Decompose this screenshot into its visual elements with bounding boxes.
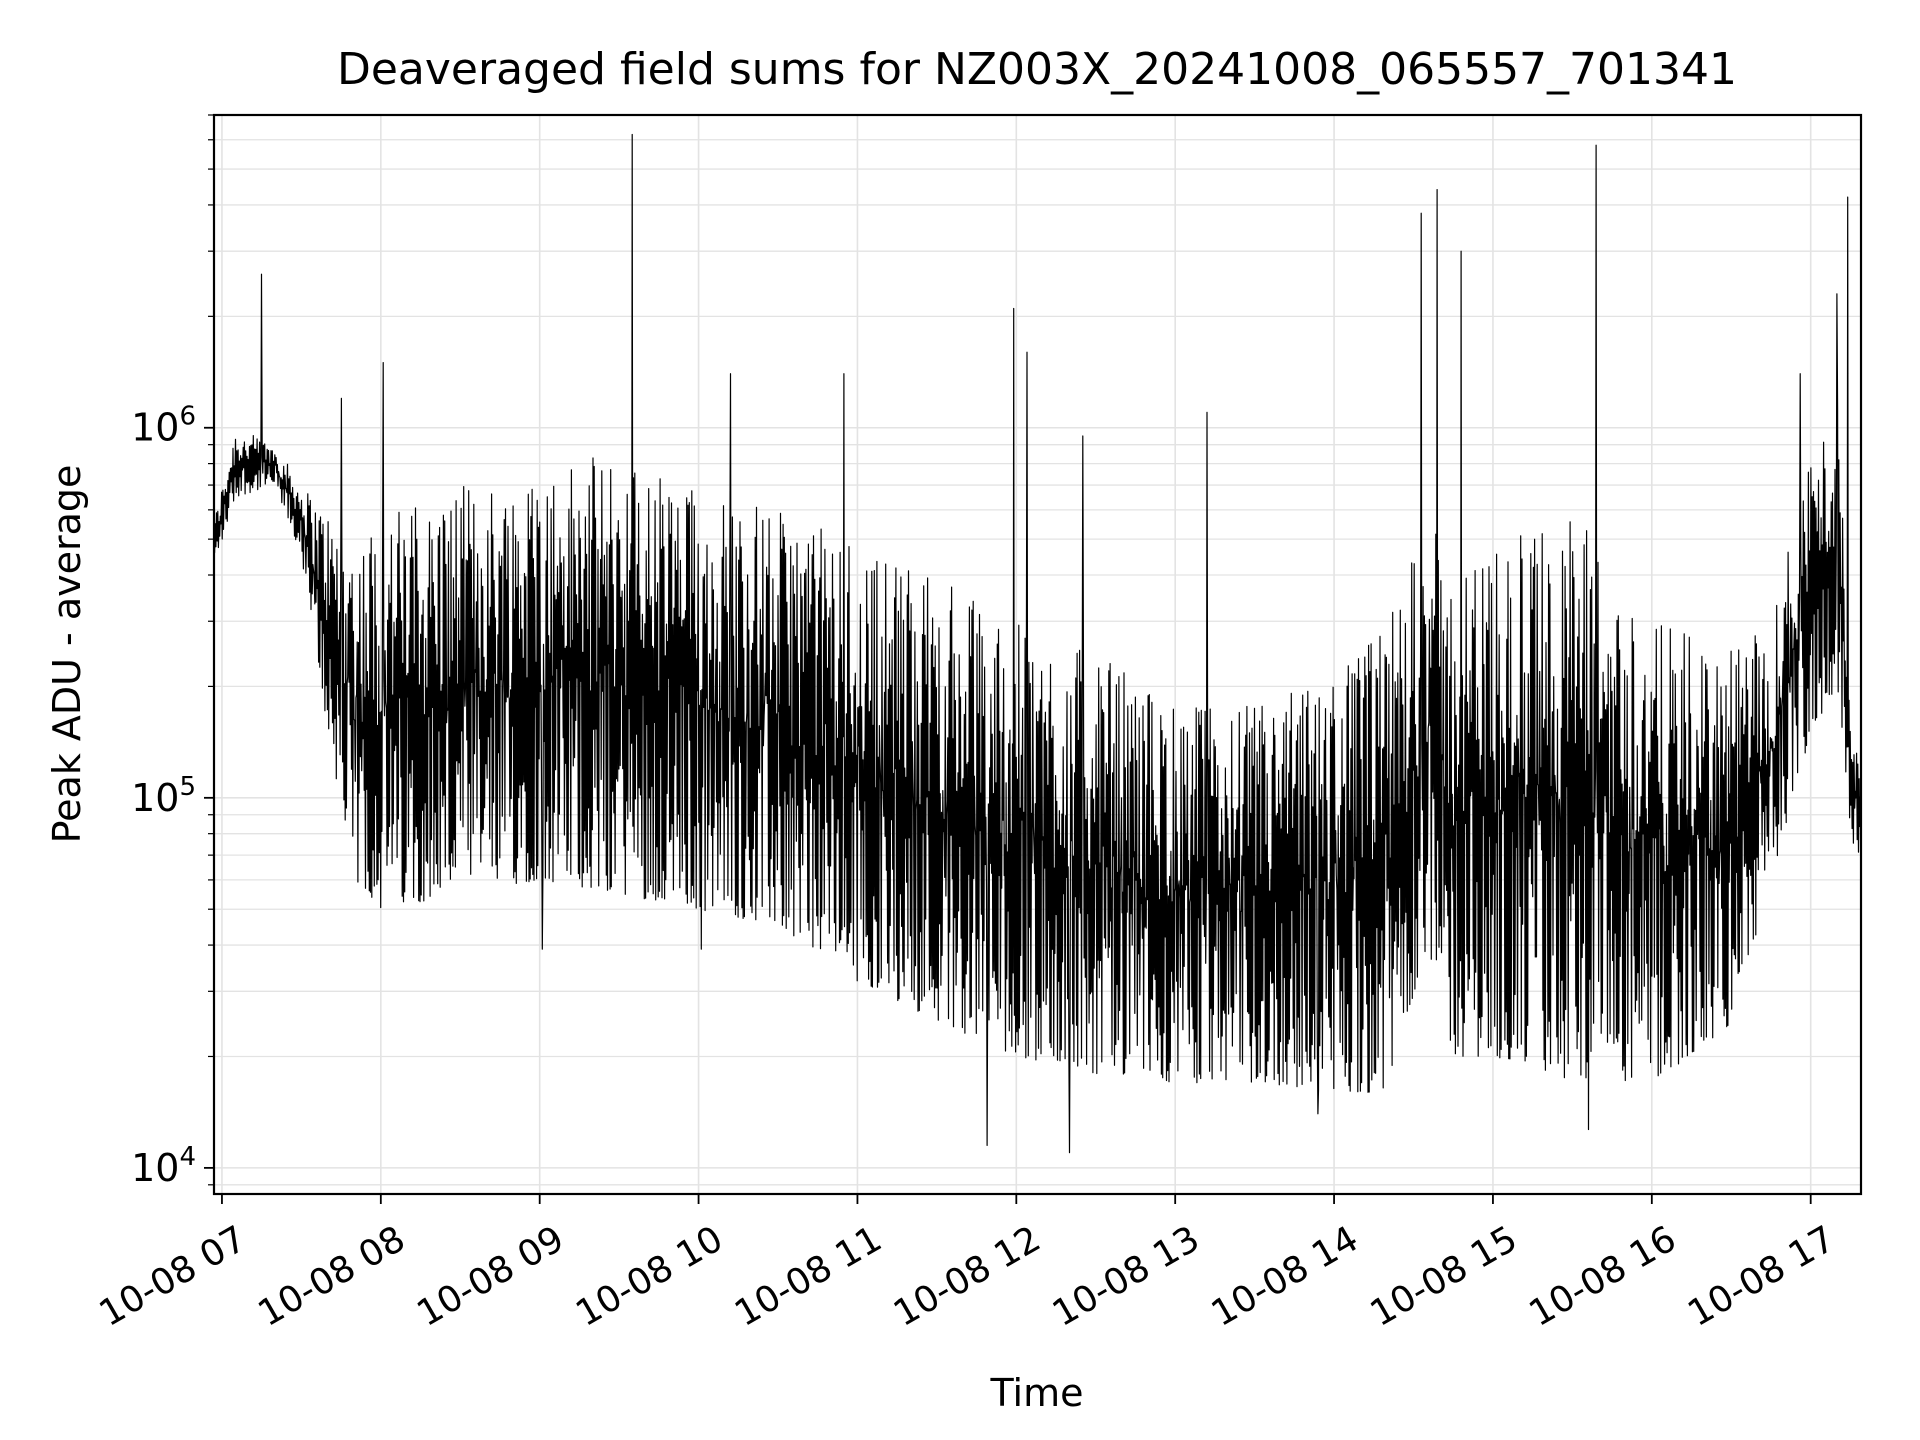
series-line [213,133,1862,1154]
x-axis-label: Time [990,1371,1084,1415]
y-tick-label: 104 [131,1142,196,1190]
chart-title: Deaveraged field sums for NZ003X_2024100… [337,44,1737,95]
plot-frame [212,113,1863,1196]
y-axis-label: Peak ADU - average [45,465,89,844]
y-tick-label: 105 [131,772,196,820]
data-series [213,133,1862,1154]
y-tick-label: 106 [131,402,196,450]
